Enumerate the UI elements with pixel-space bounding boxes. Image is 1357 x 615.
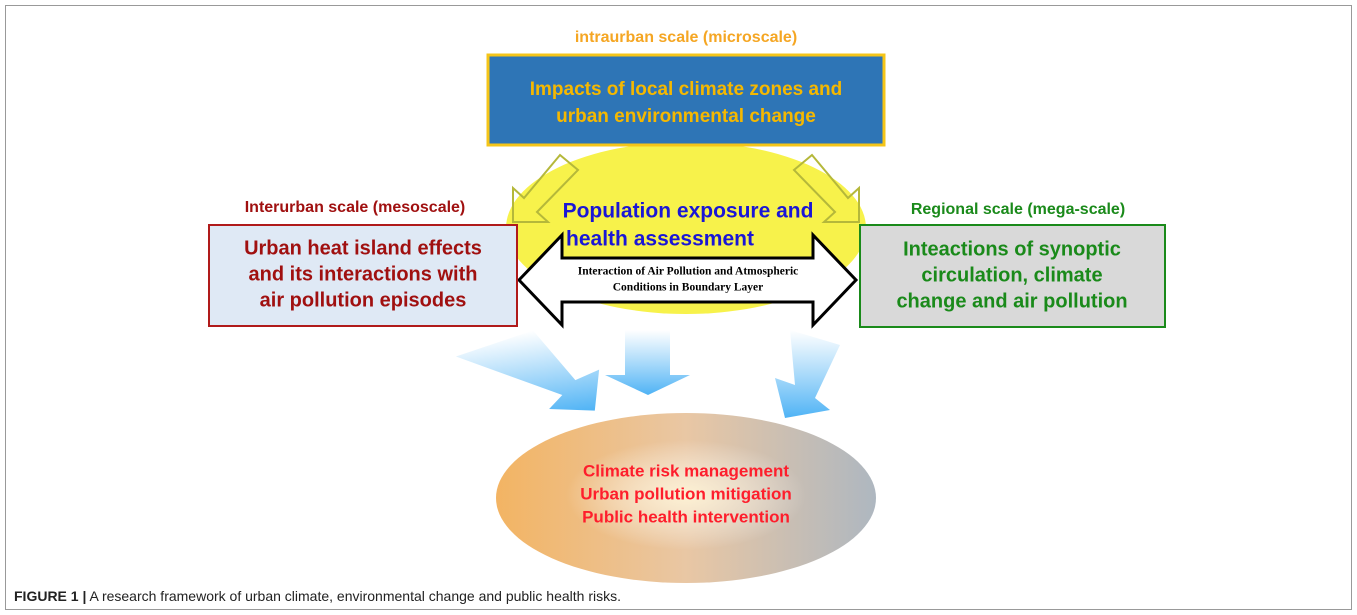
center-text: Population exposure and <box>563 200 814 223</box>
scale-label: Interurban scale (mesoscale) <box>245 199 466 216</box>
outcome-text: Climate risk management <box>583 461 789 480</box>
arrow-text: Conditions in Boundary Layer <box>613 282 764 294</box>
caption: FIGURE 1 | A research framework of urban… <box>14 588 621 604</box>
scale-label: Regional scale (mega-scale) <box>911 201 1125 218</box>
outcome-text: Urban pollution mitigation <box>580 484 792 503</box>
box-text: and its interactions with <box>249 263 478 285</box>
box-text: change and air pollution <box>896 290 1127 312</box>
box-text: Inteactions of synoptic <box>903 238 1121 260</box>
box-text: Impacts of local climate zones and <box>530 79 843 100</box>
box-text: air pollution episodes <box>260 289 467 311</box>
box-text: circulation, climate <box>921 264 1102 286</box>
scale-label: intraurban scale (microscale) <box>575 29 797 46</box>
box-text: Urban heat island effects <box>244 237 482 259</box>
arrow-text: Interaction of Air Pollution and Atmosph… <box>578 266 799 278</box>
outcome-text: Public health intervention <box>582 507 790 526</box>
figure: Climate risk management Urban pollution … <box>0 0 1357 615</box>
caption-text: A research framework of urban climate, e… <box>86 588 621 604</box>
center-text: health assessment <box>566 228 754 251</box>
box-text: urban environmental change <box>556 106 816 127</box>
caption-label: FIGURE 1 | <box>14 588 86 604</box>
